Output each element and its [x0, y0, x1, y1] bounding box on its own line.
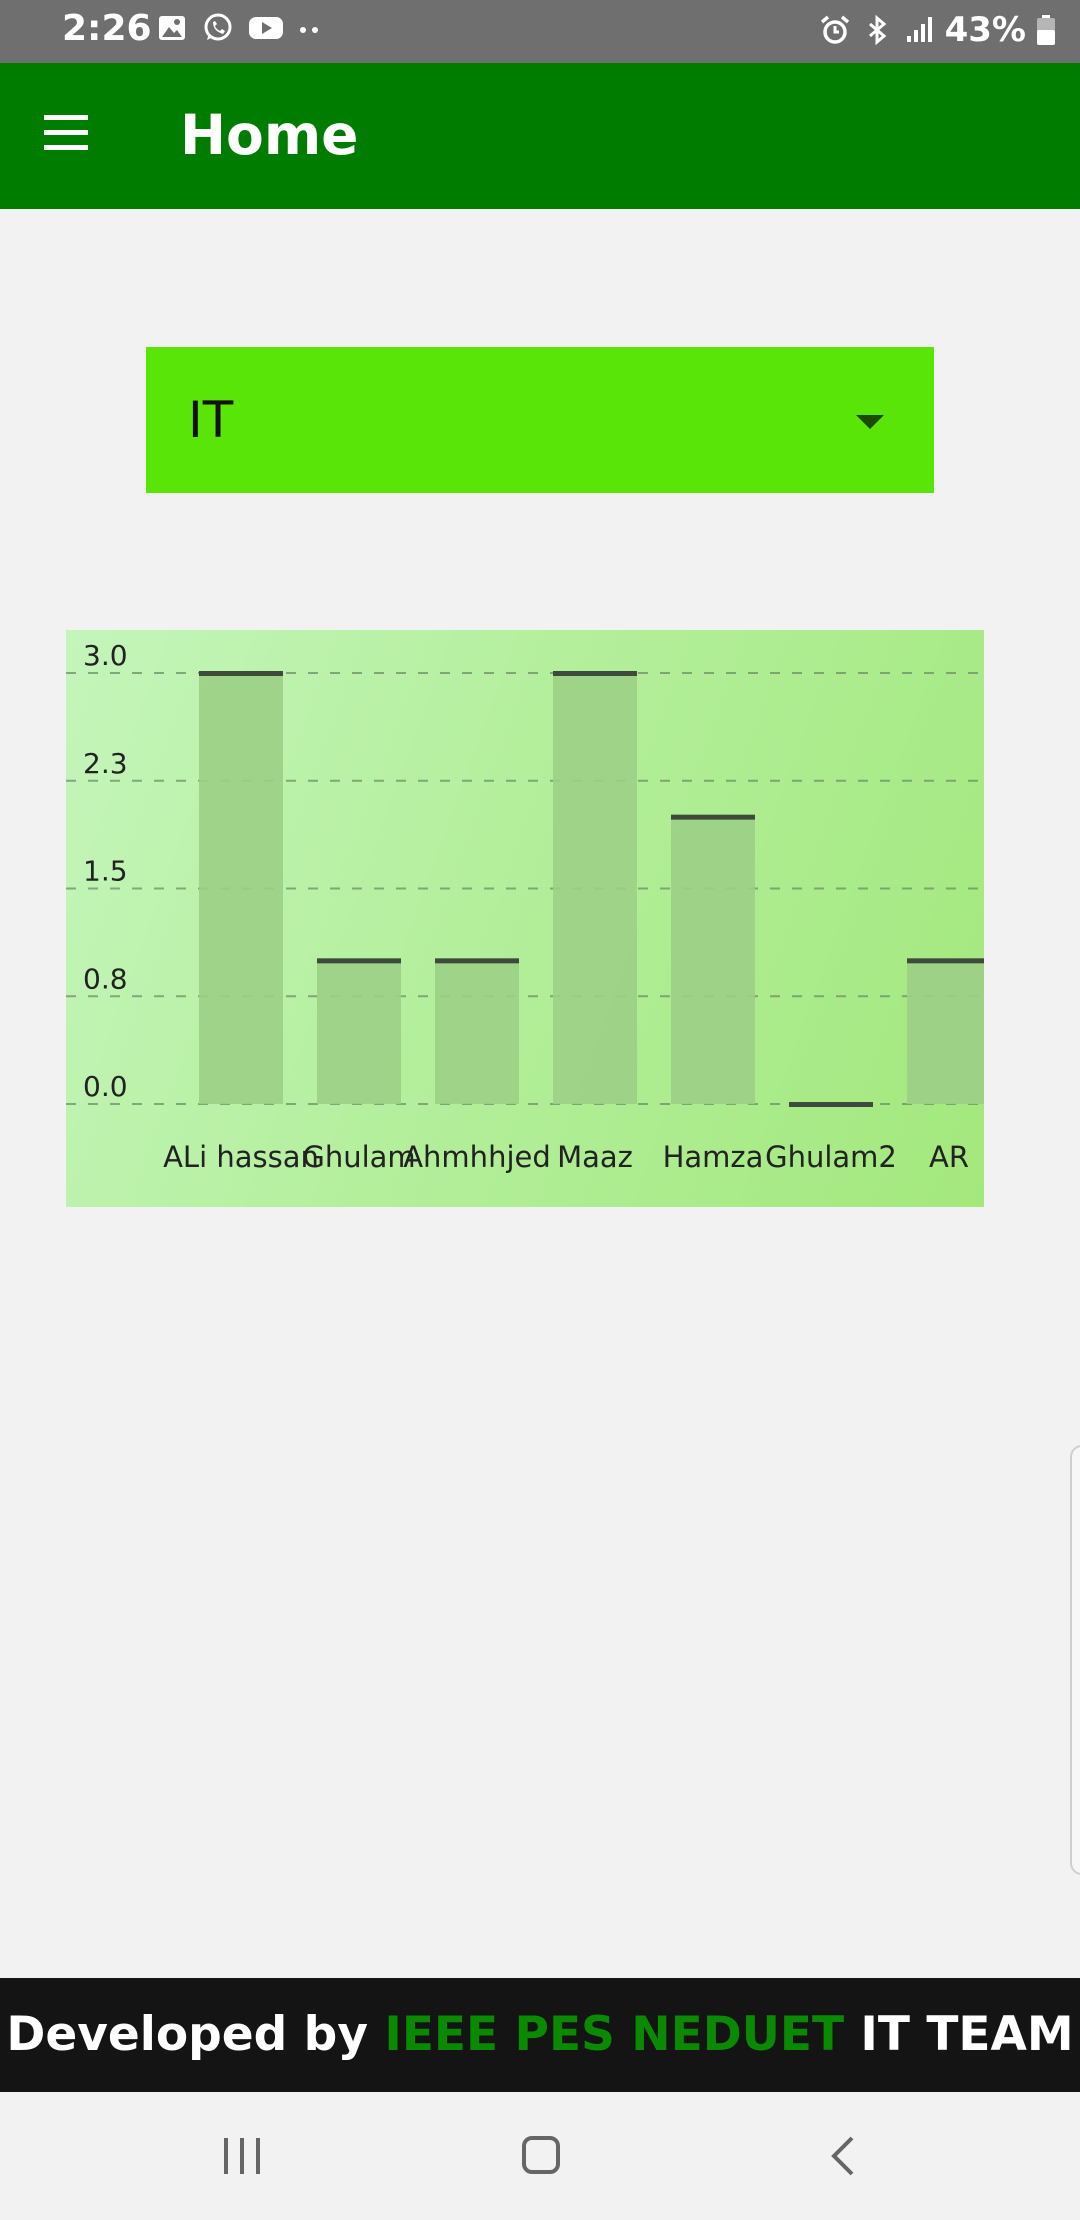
bar-top-marker: [435, 958, 519, 964]
x-tick-label: Maaz: [557, 1140, 633, 1174]
x-tick-label: Ghulam: [302, 1140, 415, 1174]
edge-panel-handle[interactable]: [1070, 1445, 1080, 1875]
footer-prefix: Developed by: [6, 2007, 385, 2062]
bar: [199, 673, 283, 1104]
status-bar: 2:26 43%: [0, 0, 1080, 63]
dropdown-arrow-icon: [856, 415, 884, 429]
home-button[interactable]: [522, 2136, 560, 2174]
y-tick-label: 1.5: [83, 855, 128, 888]
footer-credit: Developed by IEEE PES NEDUET IT TEAM: [0, 2007, 1080, 2062]
footer-suffix: IT TEAM: [844, 2007, 1074, 2062]
dropdown-selected-value: IT: [188, 391, 234, 449]
footer-team-name: IEEE PES NEDUET: [384, 2007, 845, 2062]
notification-icons: [156, 12, 322, 44]
bar: [553, 673, 637, 1104]
bar-top-marker: [553, 671, 637, 676]
bluetooth-icon: [868, 14, 886, 46]
menu-button[interactable]: [40, 115, 94, 157]
bar-top-marker: [789, 1102, 873, 1107]
y-tick-label: 0.0: [83, 1070, 128, 1103]
department-dropdown[interactable]: IT: [146, 347, 934, 493]
more-notifications-icon: [298, 12, 322, 44]
navigation-bar: [0, 2092, 1080, 2220]
battery-percentage: 43%: [944, 10, 1026, 50]
bar-top-marker: [671, 814, 755, 820]
x-tick-label: Ghulam2: [765, 1140, 897, 1174]
youtube-icon: [249, 17, 283, 39]
y-tick-label: 2.3: [83, 747, 128, 780]
bar: [671, 816, 755, 1104]
page-title: Home: [180, 103, 359, 167]
bar-top-marker: [907, 958, 984, 964]
bar: [435, 960, 519, 1104]
y-tick-label: 3.0: [83, 639, 128, 672]
battery-icon: [1037, 15, 1055, 45]
x-tick-label: ALi hassan: [163, 1140, 319, 1174]
system-icons: 43%: [819, 10, 1056, 50]
footer: Developed by IEEE PES NEDUET IT TEAM: [0, 1978, 1080, 2092]
bar-top-marker: [317, 958, 401, 964]
image-icon: [159, 16, 185, 40]
recents-button[interactable]: [222, 2136, 262, 2176]
x-tick-label: Hamza: [663, 1140, 764, 1174]
signal-icon: [906, 17, 932, 42]
bar-chart: 3.0 2.3 1.5 0.8 0.0 ALi hassan Ghulam Ahmhhjed M…: [66, 630, 984, 1207]
x-tick-label: AR: [929, 1140, 969, 1174]
status-time: 2:26: [62, 8, 152, 49]
x-tick-label: Ahmhhjed: [403, 1140, 551, 1174]
back-button[interactable]: [828, 2134, 858, 2178]
y-tick-label: 0.8: [83, 962, 128, 995]
app-bar: Home: [0, 63, 1080, 209]
bar-top-marker: [199, 671, 283, 676]
bar: [907, 960, 984, 1104]
back-icon: [831, 2136, 854, 2176]
alarm-icon: [820, 15, 849, 44]
whatsapp-icon: [204, 13, 232, 41]
bar: [317, 960, 401, 1104]
